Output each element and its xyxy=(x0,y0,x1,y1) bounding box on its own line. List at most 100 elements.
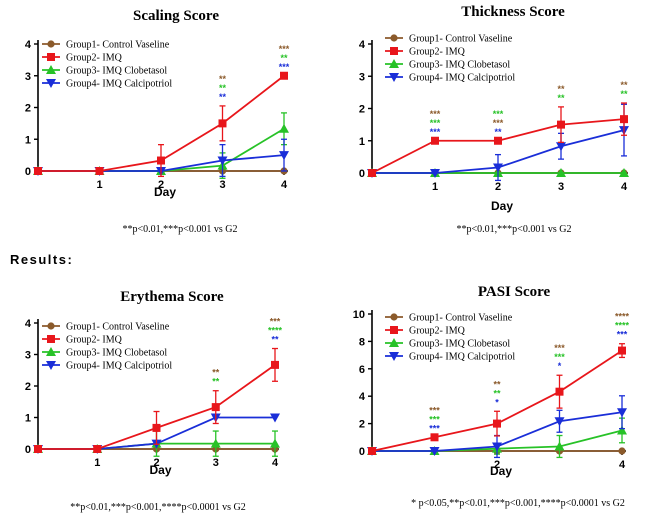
series-1 xyxy=(368,102,628,177)
significance-label: *** xyxy=(430,118,441,128)
data-point xyxy=(210,438,221,448)
legend-entry: Group1- Control Vaseline xyxy=(66,322,170,333)
x-tick-label: 2 xyxy=(495,181,501,193)
x-tick-label: 3 xyxy=(213,457,219,469)
legend-entry: Group4- IMQ Calcipotriol xyxy=(409,73,515,84)
significance-label: ** xyxy=(557,93,565,103)
data-point xyxy=(619,168,629,177)
x-tick-label: 4 xyxy=(619,459,626,471)
chart-title: Thickness Score xyxy=(461,4,565,20)
legend-marker xyxy=(47,335,55,343)
significance-label: *** xyxy=(429,405,440,415)
data-point xyxy=(554,441,565,451)
x-axis-label: Day xyxy=(491,199,513,213)
y-tick-label: 0 xyxy=(359,446,365,458)
significance-label: ** xyxy=(219,92,227,102)
footnote: **p<0.01,***p<0.001 vs G2 xyxy=(457,224,572,235)
significance-label: ** xyxy=(493,379,501,389)
x-tick-label: 4 xyxy=(621,181,628,193)
footnote: * p<0.05,**p<0.01,***p<0.001,****p<0.000… xyxy=(411,498,625,509)
legend-marker xyxy=(46,347,56,356)
y-tick-label: 0 xyxy=(25,444,31,456)
x-tick-label: 1 xyxy=(96,179,102,191)
legend-entry: Group2- IMQ xyxy=(66,53,123,64)
data-point xyxy=(430,169,440,178)
significance-label: ** xyxy=(280,53,288,63)
data-point xyxy=(554,417,565,427)
legend: Group1- Control Vaseline Group2- IMQ Group… xyxy=(385,313,515,363)
x-tick-label: 2 xyxy=(494,459,500,471)
significance-label: *** xyxy=(430,109,441,119)
legend-marker xyxy=(46,79,56,88)
data-point xyxy=(368,447,376,455)
data-point xyxy=(618,447,626,455)
significance-label: ** xyxy=(212,368,220,378)
footnote: **p<0.01,***p<0.001 vs G2 xyxy=(123,224,238,235)
data-point xyxy=(152,423,161,432)
data-point xyxy=(218,119,227,128)
significance-label: *** xyxy=(279,44,290,54)
legend-entry: Group4- IMQ Calcipotriol xyxy=(409,352,515,363)
data-point xyxy=(492,442,502,452)
y-tick-label: 2 xyxy=(359,419,365,431)
data-point xyxy=(430,433,439,442)
y-tick-label: 1 xyxy=(25,134,31,146)
legend-entry: Group4- IMQ Calcipotriol xyxy=(66,79,172,90)
legend-entry: Group2- IMQ xyxy=(409,326,466,337)
significance-label: * xyxy=(495,397,499,407)
legend-marker xyxy=(389,73,399,82)
chart-title: Erythema Score xyxy=(120,289,224,305)
significance-label: ** xyxy=(219,83,227,93)
y-tick-label: 2 xyxy=(25,381,31,393)
y-tick-label: 4 xyxy=(359,391,366,403)
x-tick-label: 2 xyxy=(153,457,159,469)
data-point xyxy=(270,413,280,423)
data-point xyxy=(620,115,628,124)
y-tick-label: 4 xyxy=(25,318,32,330)
significance-label: *** xyxy=(429,423,440,433)
y-tick-label: 0 xyxy=(25,166,31,178)
y-tick-label: 1 xyxy=(359,136,365,148)
significance-label: *** xyxy=(617,330,628,340)
chart-title: Scaling Score xyxy=(133,8,219,24)
x-tick-label: 1 xyxy=(432,181,438,193)
data-point xyxy=(34,167,42,175)
significance-label: ** xyxy=(212,377,220,387)
series-1 xyxy=(34,71,288,178)
legend-marker xyxy=(389,338,399,347)
series-1 xyxy=(34,347,279,453)
legend-entry: Group3- IMQ Clobetasol xyxy=(66,66,167,77)
data-point xyxy=(431,136,439,145)
y-tick-label: 0 xyxy=(359,168,365,180)
significance-label: *** xyxy=(279,62,290,72)
y-tick-label: 8 xyxy=(359,336,365,348)
x-tick-label: 1 xyxy=(94,457,100,469)
series-1 xyxy=(368,343,626,455)
significance-label: *** xyxy=(429,414,440,424)
legend-entry: Group1- Control Vaseline xyxy=(66,40,170,51)
x-tick-label: 4 xyxy=(272,457,279,469)
legend-marker xyxy=(47,53,55,61)
significance-label: *** xyxy=(554,352,565,362)
significance-label: ** xyxy=(620,89,628,99)
legend-entry: Group4- IMQ Calcipotriol xyxy=(66,361,172,372)
legend-marker xyxy=(390,47,398,55)
significance-label: ** xyxy=(271,335,279,345)
significance-label: *** xyxy=(430,127,441,137)
legend-entry: Group1- Control Vaseline xyxy=(409,313,513,324)
data-point xyxy=(617,425,627,435)
legend-entry: Group3- IMQ Clobetasol xyxy=(66,348,167,359)
data-point xyxy=(217,156,228,166)
data-point xyxy=(556,168,566,177)
x-axis-label: Day xyxy=(490,464,512,478)
data-point xyxy=(494,136,502,145)
x-tick-label: 2 xyxy=(158,179,164,191)
significance-label: **** xyxy=(615,321,630,331)
data-point xyxy=(555,387,564,396)
significance-label: *** xyxy=(270,317,281,327)
y-tick-label: 6 xyxy=(359,364,365,376)
